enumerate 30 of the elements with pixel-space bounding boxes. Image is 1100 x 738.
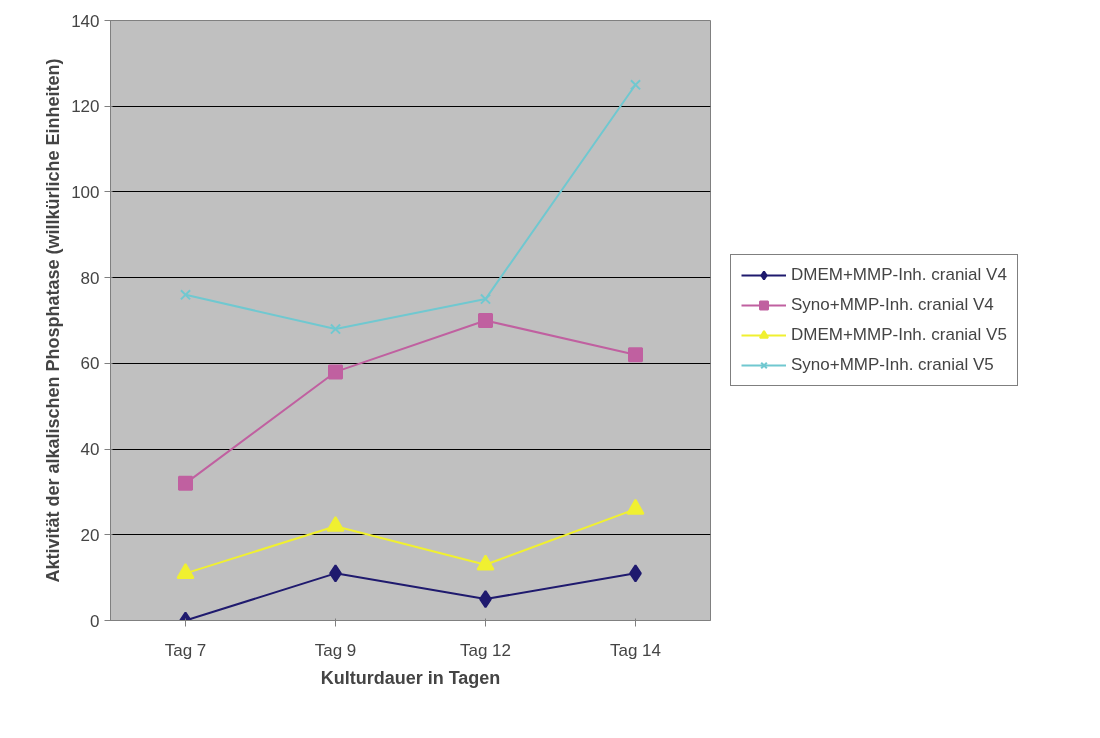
y-tick-label: 40	[80, 440, 100, 460]
y-tick-label: 0	[90, 611, 100, 631]
legend-label: Syno+MMP-Inh. cranial V5	[791, 355, 994, 375]
y-tick-label: 60	[80, 354, 100, 374]
point	[628, 347, 643, 363]
point	[476, 554, 495, 571]
point	[178, 475, 193, 491]
legend-label: Syno+MMP-Inh. cranial V4	[791, 295, 994, 315]
point	[478, 313, 493, 328]
y-tick-label: 100	[71, 182, 100, 202]
x-tick-label: Tag 9	[314, 640, 357, 660]
point	[328, 364, 343, 380]
legend-label: DMEM+MMP-Inh. cranial V5	[791, 325, 1007, 345]
point	[626, 498, 645, 515]
y-tick-label: 80	[80, 268, 100, 288]
x-tick-label: Tag 7	[164, 640, 207, 660]
point	[479, 293, 492, 305]
y-tick-label: 140	[71, 11, 100, 31]
point	[179, 289, 192, 301]
y-axis-title: Aktivität der alkalischen Phosphatase (willkürliche Einheiten)	[43, 58, 64, 583]
point	[326, 515, 345, 532]
x-tick-label: Tag 12	[459, 640, 512, 660]
x-axis-title: Kulturdauer in Tagen	[320, 667, 501, 688]
point	[329, 323, 342, 335]
point	[176, 563, 195, 579]
y-tick-label: 20	[80, 525, 100, 545]
legend-label: DMEM+MMP-Inh. cranial V4	[791, 265, 1007, 285]
x-tick-label: Tag 14	[609, 640, 662, 660]
point	[629, 79, 642, 91]
y-tick-label: 120	[71, 97, 100, 117]
